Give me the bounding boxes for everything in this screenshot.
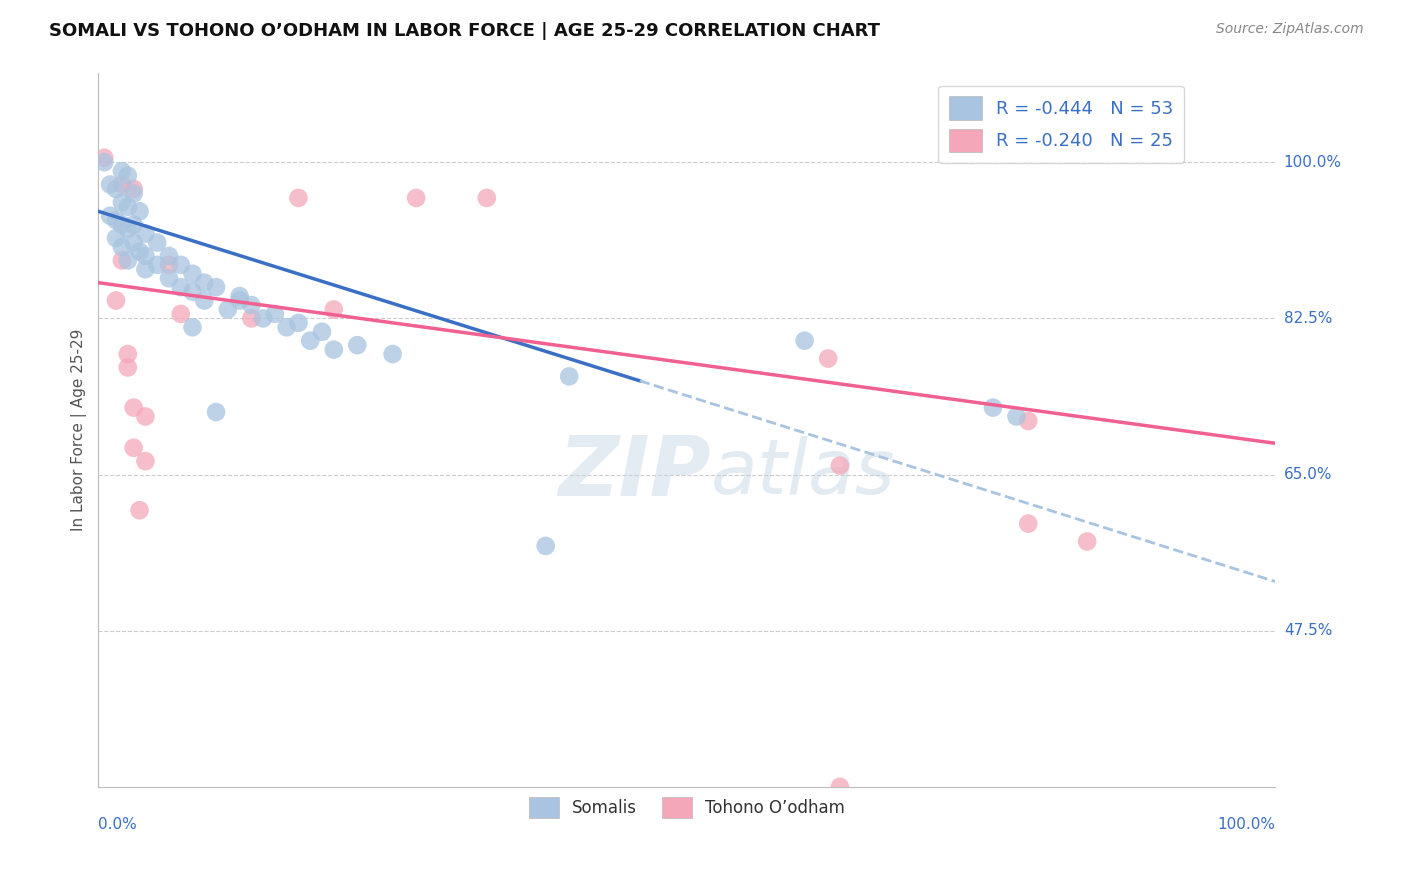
Point [981,401,1004,415]
Legend: Somalis, Tohono O’odham: Somalis, Tohono O’odham [522,790,852,825]
Point [111,178,134,192]
Point [105,213,128,227]
Point [128,244,150,259]
Point [111,195,134,210]
Point [193,293,215,308]
Point [122,235,145,250]
Point [1076,534,1098,549]
Text: atlas: atlas [710,436,896,509]
Point [217,302,239,317]
Text: 0.0%: 0.0% [98,817,138,832]
Point [117,360,139,375]
Point [405,191,427,205]
Point [122,401,145,415]
Point [828,780,851,794]
Point [1005,409,1028,424]
Point [111,164,134,178]
Point [146,258,169,272]
Point [817,351,839,366]
Point [475,191,498,205]
Point [1017,516,1039,531]
Point [134,409,156,424]
Point [228,293,250,308]
Point [287,316,309,330]
Point [117,347,139,361]
Point [111,240,134,254]
Point [117,200,139,214]
Point [122,182,145,196]
Point [252,311,274,326]
Text: Source: ZipAtlas.com: Source: ZipAtlas.com [1216,22,1364,37]
Point [240,298,263,312]
Text: 65.0%: 65.0% [1284,467,1333,482]
Point [105,182,128,196]
Point [134,249,156,263]
Point [134,227,156,241]
Text: 82.5%: 82.5% [1284,311,1331,326]
Point [93,155,115,169]
Point [105,231,128,245]
Point [287,191,309,205]
Point [134,454,156,468]
Point [322,302,344,317]
Y-axis label: In Labor Force | Age 25-29: In Labor Force | Age 25-29 [72,329,87,531]
Point [181,320,204,334]
Point [181,285,204,299]
Point [264,307,287,321]
Point [98,209,121,223]
Point [117,253,139,268]
Point [157,249,180,263]
Point [170,258,193,272]
Point [146,235,169,250]
Point [240,311,263,326]
Point [299,334,322,348]
Point [122,218,145,232]
Point [181,267,204,281]
Point [205,280,228,294]
Text: 100.0%: 100.0% [1284,154,1341,169]
Point [534,539,557,553]
Point [122,186,145,201]
Point [346,338,368,352]
Point [170,307,193,321]
Point [381,347,404,361]
Point [558,369,581,384]
Point [228,289,250,303]
Point [205,405,228,419]
Point [111,253,134,268]
Point [105,293,128,308]
Point [793,334,815,348]
Point [93,151,115,165]
Point [111,218,134,232]
Point [117,169,139,183]
Text: 47.5%: 47.5% [1284,624,1331,638]
Point [157,258,180,272]
Point [134,262,156,277]
Point [170,280,193,294]
Point [117,222,139,236]
Text: ZIP: ZIP [558,433,710,513]
Point [128,503,150,517]
Point [128,204,150,219]
Point [311,325,333,339]
Point [276,320,298,334]
Point [828,458,851,473]
Text: 100.0%: 100.0% [1218,817,1275,832]
Text: SOMALI VS TOHONO O’ODHAM IN LABOR FORCE | AGE 25-29 CORRELATION CHART: SOMALI VS TOHONO O’ODHAM IN LABOR FORCE … [49,22,880,40]
Point [322,343,344,357]
Point [122,441,145,455]
Point [98,178,121,192]
Point [157,271,180,285]
Point [1017,414,1039,428]
Point [193,276,215,290]
